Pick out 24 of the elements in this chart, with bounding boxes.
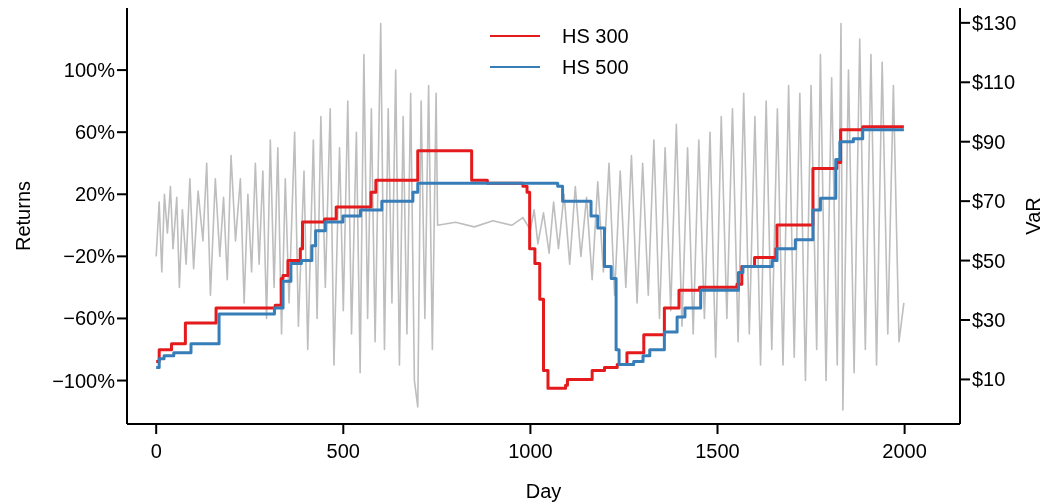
y2-tick-label: $130: [972, 11, 1017, 34]
line-series: [155, 22, 905, 411]
y-tick-label: −100%: [52, 369, 116, 392]
y2-tick-label: $50: [972, 249, 1006, 272]
y-tick-label: −60%: [63, 307, 116, 330]
x-tick-label: 1000: [508, 440, 553, 462]
y2-tick-label: $30: [972, 309, 1006, 331]
y-tick-label: −20%: [63, 245, 116, 268]
legend-label: HS 300: [562, 25, 629, 47]
y2-tick-label: $110: [972, 71, 1016, 94]
y2-axis-title: VaR: [1022, 197, 1044, 235]
x-axis-title: Day: [525, 480, 562, 502]
x-tick-label: 2000: [882, 440, 927, 462]
x-tick-label: 1500: [695, 440, 740, 462]
y2-tick-label: $70: [972, 190, 1006, 213]
legend-label: HS 500: [562, 56, 629, 78]
y-tick-label: 20%: [74, 183, 116, 206]
y2-tick-label: $90: [972, 130, 1006, 153]
y-tick-label: 100%: [63, 59, 116, 82]
y-axis-title: Returns: [12, 180, 34, 252]
y-tick-label: 60%: [74, 121, 116, 144]
y2-tick-label: $10: [972, 368, 1006, 391]
x-tick-label: 0: [150, 440, 162, 462]
x-tick-label: 500: [326, 440, 360, 462]
